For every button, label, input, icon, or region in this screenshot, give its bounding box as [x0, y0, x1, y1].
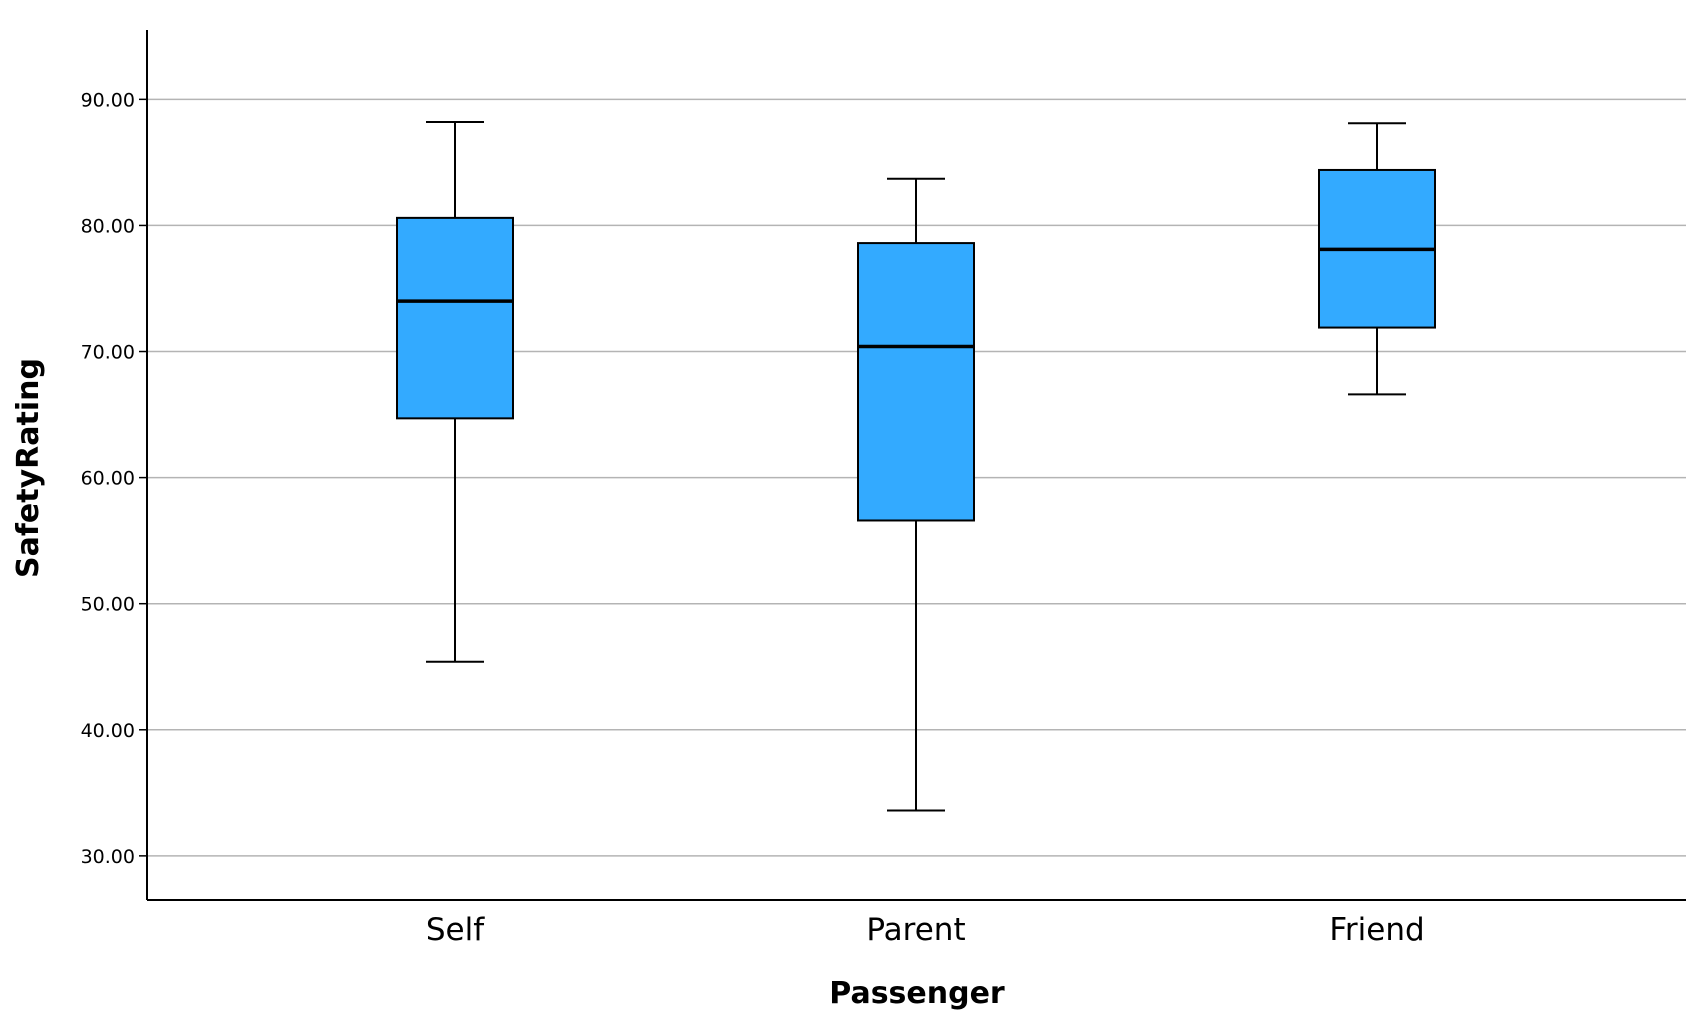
box-friend [1318, 122, 1436, 396]
interquartile-box [857, 242, 975, 522]
y-axis-title: SafetyRating [11, 358, 46, 578]
boxes [396, 121, 1436, 812]
y-tick-label: 70.00 [81, 342, 135, 364]
labels: 30.00 40.00 50.00 60.00 70.00 80.00 90.00 Self P… [81, 89, 1425, 948]
y-tick-label: 80.00 [81, 215, 135, 237]
y-tick-label: 40.00 [81, 720, 135, 742]
x-category-label: Self [426, 912, 485, 948]
box-self [396, 121, 514, 663]
axes [139, 30, 1686, 901]
interquartile-box [396, 216, 514, 420]
box-parent [857, 177, 975, 812]
x-category-label: Parent [866, 912, 965, 948]
x-category-label: Friend [1329, 912, 1424, 948]
y-tick-label: 30.00 [81, 846, 135, 868]
y-tick-label: 90.00 [81, 89, 135, 111]
x-axis-title: Passenger [829, 976, 1005, 1011]
y-tick-label: 50.00 [81, 594, 135, 616]
y-tick-label: 60.00 [81, 468, 135, 490]
